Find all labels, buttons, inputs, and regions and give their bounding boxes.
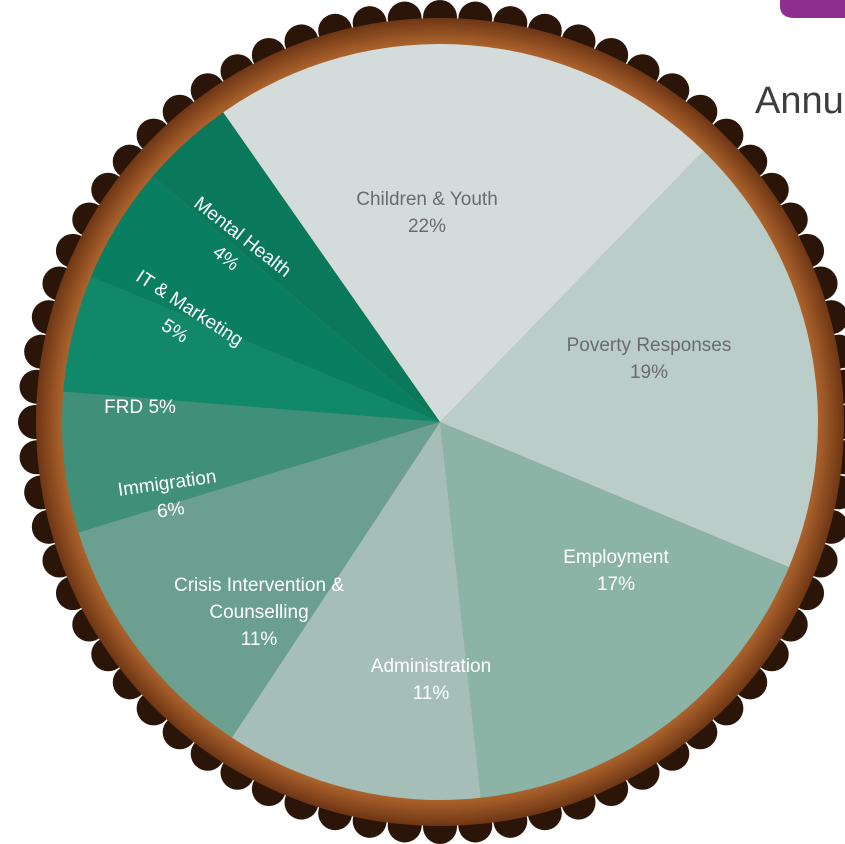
slice [63,276,440,422]
category-label: Administration [370,656,492,677]
category-label: FRD [104,397,144,418]
slice [440,151,818,568]
value-label: 19% [629,362,669,383]
value-label: 17% [596,574,636,595]
decoration [780,0,845,18]
value-label: 5% [148,397,176,418]
slice-label: Poverty Responses 19% [529,319,769,399]
value-label: 11% [412,683,450,704]
slice [91,176,440,422]
value-label: 22% [407,216,447,237]
slice [78,422,441,738]
category-label: Crisis Intervention & Counselling [173,574,344,623]
slice-label: Employment 17% [516,531,716,611]
slice [152,112,440,422]
slice [223,44,704,423]
title: Annu [755,80,844,122]
slice-label: Crisis Intervention & Counselling 11% [162,572,357,652]
slice [61,391,440,533]
value-label: 11% [240,628,278,650]
slice-label: Administration 11% [331,640,531,720]
category-label: Poverty Responses [566,335,732,356]
slices [61,44,818,800]
slice-label: Children & Youth 22% [317,173,537,253]
slice [440,422,789,798]
slice-label: FRD 5% [65,368,215,448]
category-label: Employment [563,547,669,568]
slice [231,422,481,800]
category-label: Children & Youth [356,189,498,210]
